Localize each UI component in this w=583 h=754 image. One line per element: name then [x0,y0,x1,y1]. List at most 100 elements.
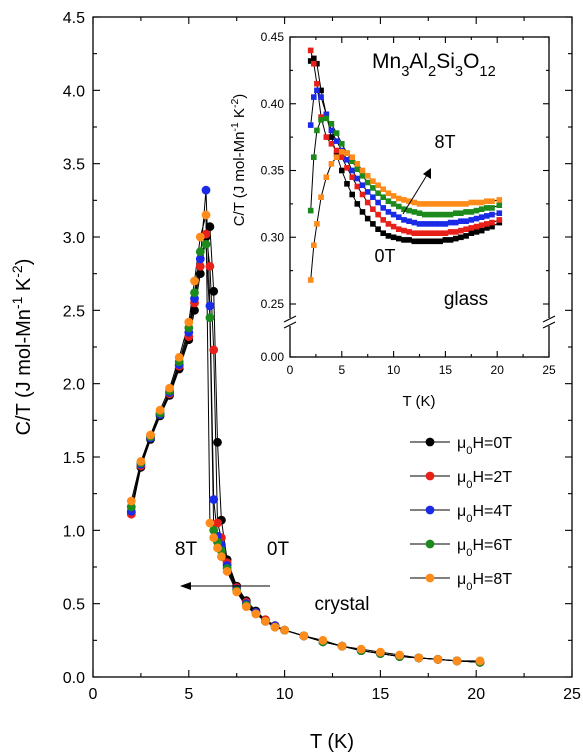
inset-data-point [453,219,459,226]
inset-data-point [390,234,397,241]
inset-data-point [496,217,503,223]
inset-data-point [396,203,402,210]
inset-data-point [411,199,418,206]
data-point [213,437,222,447]
inset-data-point [427,238,433,245]
inset-data-point [318,117,324,123]
data-point [356,644,366,654]
inset-data-point [339,149,345,155]
inset-data-point [478,214,485,220]
main-series-lines [130,190,481,663]
data-point [414,653,424,663]
inset-axis-ticks: 0 5 10 15 20 25 0.00 0.25 0.30 0.35 0.40 0.45 [261,30,556,377]
inset-data-point [496,202,503,208]
data-point [205,222,215,232]
inset-data-point [427,230,433,236]
inset-data-point [447,237,454,243]
inset-x-tick-label: 0 [287,363,294,377]
inset-data-point [411,238,418,245]
y-tick-label: 2.0 [63,377,85,394]
inset-data-point [385,198,392,204]
inset-data-point [484,221,490,227]
inset-data-point [385,221,392,227]
inset-data-point [411,230,418,236]
inset-data-point [354,183,361,190]
inset-data-point [307,47,314,54]
inset-data-point [333,147,340,154]
inset-data-point [478,222,485,228]
inset-data-point [437,230,443,236]
inset-data-point [359,209,366,215]
inset-data-point [344,157,350,163]
inset-data-point [406,198,412,204]
inset-data-point [463,233,469,239]
data-point [174,352,184,362]
inset-data-point [323,174,330,180]
annotation-crystal: crystal [315,594,370,615]
data-point [195,247,205,257]
data-point [205,261,215,271]
data-point [299,631,309,641]
inset-data-point [463,209,469,215]
inset-data-point [473,223,480,230]
inset-data-point [359,167,366,174]
inset-data-point [411,219,418,226]
inset-data-point [437,211,443,218]
inset-data-point [349,167,355,174]
inset-data-point [484,198,490,204]
inset-x-tick-label: 5 [338,363,345,377]
inset-data-point [496,197,503,203]
legend-marker [425,539,435,549]
inset-data-point [307,277,314,283]
main-y-axis-label: C/T (J mol-Mn-1 K-2) [9,259,35,436]
y-tick-label: 3.0 [63,230,85,247]
inset-annotation-glass: glass [444,289,488,310]
axis-break-mark [542,315,556,323]
inset-data-point [314,127,320,134]
y-tick-label: 0.0 [63,670,85,687]
inset-series-line [310,151,500,281]
data-point [261,616,270,626]
legend-label: μ0H=2T [457,469,512,491]
inset-data-point [323,134,330,140]
inset-data-point [370,194,376,200]
inset-data-point [478,206,485,212]
inset-data-point [473,207,480,214]
inset-y-tick-label: 0.35 [261,164,285,178]
inset-data-point [314,221,320,227]
inset-data-point [328,141,335,147]
annotation-0t: 0T [267,539,290,560]
inset-data-point [349,158,355,164]
inset-data-point [314,87,320,94]
data-point [155,405,165,415]
y-tick-label: 1.5 [63,450,85,467]
data-point [209,286,219,296]
x-tick-label: 25 [563,686,581,703]
inset-data-point [359,191,366,198]
inset-data-point [458,201,464,207]
data-point [217,552,226,562]
inset-data-point [416,221,423,227]
inset-x-tick-label: 25 [542,363,556,377]
axis-break-mark [283,315,297,323]
inset-data-point [314,80,320,87]
inset-title: Mn3Al2Si3O12 [372,50,496,80]
inset-data-point [416,230,423,236]
inset-data-point [421,201,428,207]
data-point [195,269,205,279]
inset-x-tick-label: 15 [439,363,453,377]
inset-data-point [339,154,345,160]
inset-data-point [328,121,335,127]
inset-data-point [396,214,402,220]
inset-data-point [489,211,495,218]
inset-data-point [473,199,480,206]
inset-data-point [468,217,475,223]
inset-data-point [370,185,376,191]
inset-data-point [458,218,464,224]
inset-data-point [390,211,397,218]
data-point [232,587,242,597]
data-point [146,430,155,440]
inset-data-point [364,215,371,222]
legend-label: μ0H=0T [457,435,512,457]
